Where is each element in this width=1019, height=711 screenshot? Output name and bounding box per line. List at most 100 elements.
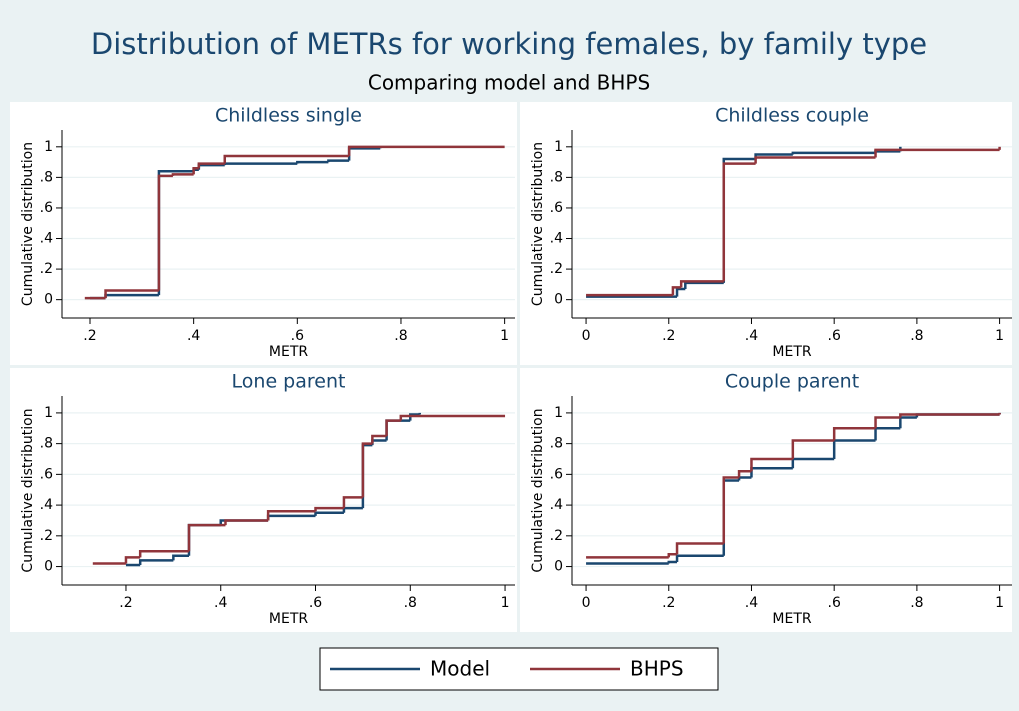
y-tick-label: .2	[40, 528, 53, 544]
step-segment	[192, 166, 199, 175]
step-segment	[874, 148, 1000, 158]
step-segment	[899, 413, 1000, 418]
plot-area	[62, 396, 515, 585]
step-segment	[314, 506, 344, 512]
step-segment	[671, 286, 682, 296]
y-tick-label: .8	[550, 436, 563, 452]
y-tick-label: 0	[44, 559, 53, 575]
x-tick-label: .2	[662, 595, 675, 611]
step-segment	[124, 556, 141, 564]
step-segment	[684, 281, 724, 289]
y-axis-label: Cumulative distribution	[530, 142, 546, 306]
x-axis-label: METR	[772, 344, 811, 360]
y-tick-label: .4	[40, 231, 53, 247]
step-segment	[187, 523, 226, 552]
y-tick-label: 1	[44, 139, 53, 155]
x-tick-label: .2	[662, 328, 675, 344]
step-segment	[172, 554, 189, 561]
step-segment	[138, 549, 189, 558]
panel-title: Lone parent	[232, 371, 346, 393]
x-axis-label: METR	[269, 611, 308, 627]
y-tick-label: .2	[40, 261, 53, 277]
x-tick-label: 1	[501, 595, 510, 611]
y-tick-label: 1	[554, 405, 563, 421]
plot-area	[572, 130, 1012, 318]
x-tick-label: .4	[745, 595, 758, 611]
step-segment	[667, 560, 678, 564]
x-tick-label: .6	[828, 595, 841, 611]
step-segment	[722, 162, 756, 282]
y-tick-label: 1	[554, 139, 563, 155]
step-segment	[832, 427, 876, 441]
y-axis-label: Cumulative distribution	[530, 408, 546, 572]
y-tick-label: .8	[40, 436, 53, 452]
step-segment	[667, 553, 678, 558]
step-segment	[296, 160, 329, 164]
step-segment	[342, 496, 363, 509]
x-tick-label: 1	[995, 328, 1004, 344]
x-tick-label: 0	[582, 328, 591, 344]
step-segment	[409, 413, 420, 421]
step-segment	[750, 457, 793, 472]
y-tick-label: .6	[40, 200, 53, 216]
y-tick-label: 0	[44, 292, 53, 308]
step-segment	[675, 554, 724, 562]
legend-label: BHPS	[630, 657, 684, 681]
x-tick-label: .4	[187, 328, 200, 344]
y-tick-label: .4	[40, 497, 53, 513]
y-axis-label: Cumulative distribution	[20, 408, 36, 572]
x-tick-label: .2	[119, 595, 132, 611]
step-segment	[737, 470, 752, 478]
y-tick-label: .4	[550, 497, 563, 513]
y-tick-label: .4	[550, 231, 563, 247]
step-segment	[171, 173, 194, 176]
x-axis-label: METR	[269, 344, 308, 360]
x-tick-label: .6	[291, 328, 304, 344]
panel-title: Childless single	[215, 105, 362, 127]
y-tick-label: 0	[554, 292, 563, 308]
y-tick-label: .6	[550, 466, 563, 482]
step-segment	[791, 439, 835, 459]
step-segment	[679, 280, 724, 288]
chart-subtitle: Comparing model and BHPS	[368, 71, 650, 95]
x-tick-label: 1	[995, 595, 1004, 611]
y-tick-label: 0	[554, 559, 563, 575]
step-segment	[104, 289, 159, 299]
step-segment	[327, 159, 350, 163]
x-tick-label: .8	[910, 595, 923, 611]
x-tick-label: 0	[582, 595, 591, 611]
y-tick-label: .8	[550, 169, 563, 185]
x-tick-label: .8	[404, 595, 417, 611]
x-tick-label: .6	[309, 595, 322, 611]
step-segment	[224, 519, 269, 526]
step-segment	[675, 542, 724, 555]
chart-title: Distribution of METRs for working female…	[91, 27, 927, 61]
y-tick-label: .8	[40, 169, 53, 185]
step-segment	[138, 559, 174, 566]
legend-label: Model	[430, 657, 490, 681]
step-segment	[361, 442, 373, 498]
x-tick-label: .6	[828, 328, 841, 344]
step-segment	[722, 476, 740, 544]
y-tick-label: .2	[550, 528, 563, 544]
x-tick-label: .4	[745, 328, 758, 344]
step-segment	[371, 434, 387, 444]
y-axis-label: Cumulative distribution	[20, 142, 36, 306]
x-axis-label: METR	[772, 611, 811, 627]
step-segment	[347, 145, 505, 156]
x-tick-label: .8	[910, 328, 923, 344]
step-segment	[754, 156, 876, 164]
step-segment	[385, 419, 401, 436]
step-segment	[399, 414, 506, 421]
x-tick-label: .2	[83, 328, 96, 344]
plot-area	[62, 130, 515, 318]
step-segment	[197, 162, 225, 169]
step-segment	[157, 174, 173, 291]
plot-area	[572, 396, 1012, 585]
y-tick-label: .6	[550, 200, 563, 216]
y-tick-label: 1	[44, 405, 53, 421]
step-segment	[791, 151, 876, 155]
step-segment	[314, 511, 344, 516]
x-tick-label: .8	[394, 328, 407, 344]
